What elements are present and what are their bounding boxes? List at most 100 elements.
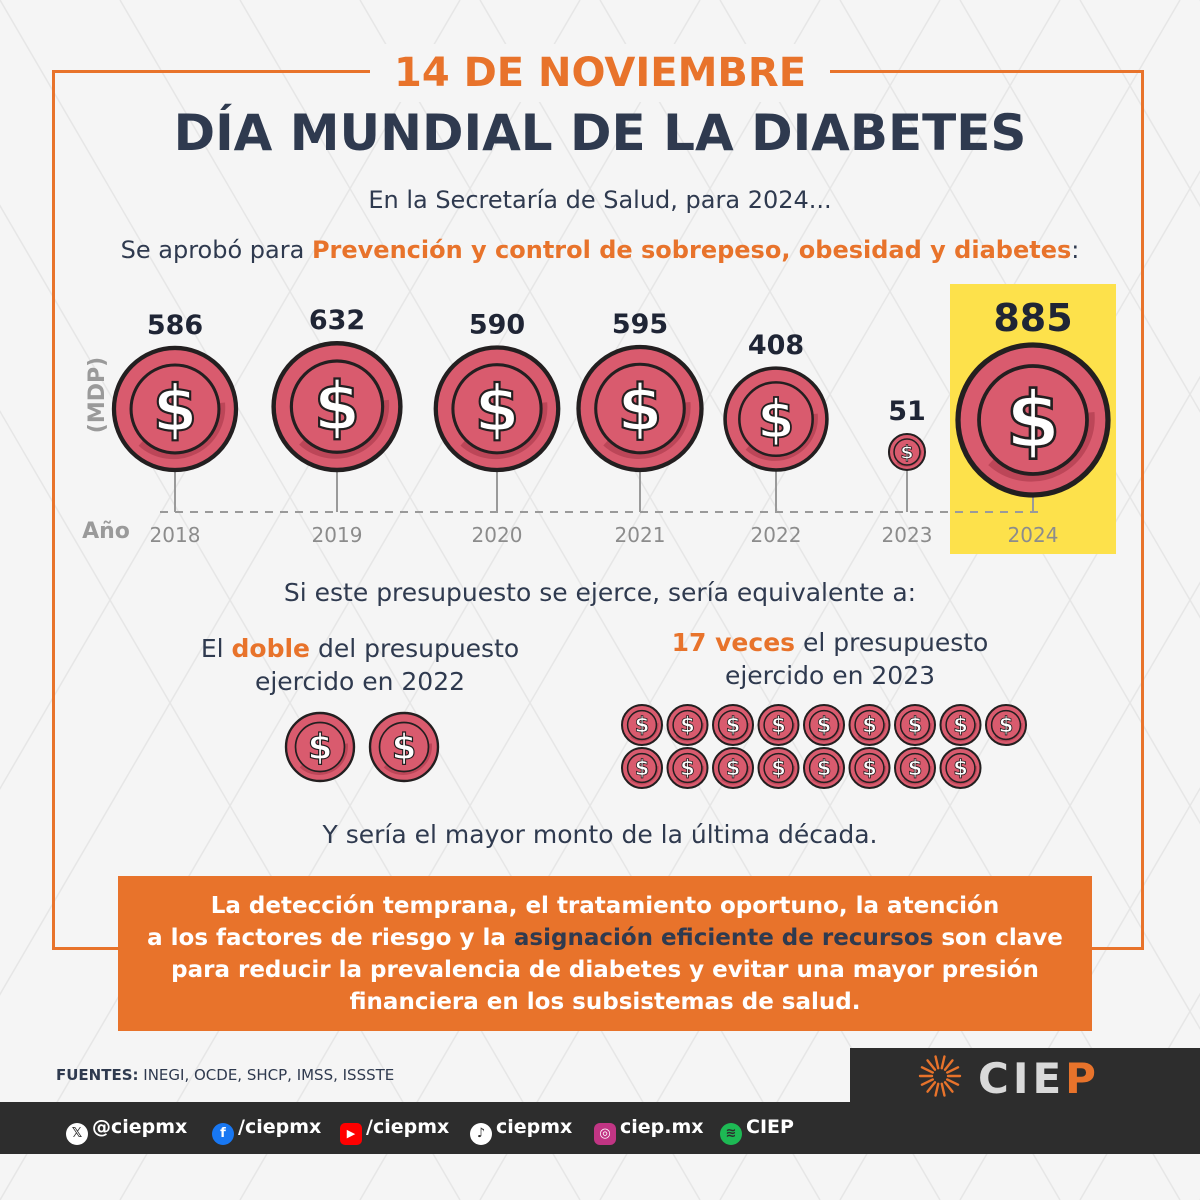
x-icon: 𝕏 [66, 1123, 88, 1145]
callout-line-2: a los factores de riesgo y la asignación… [118, 922, 1092, 954]
coin-2020: $ [433, 345, 561, 473]
equivalence-right-post: el presupuesto [795, 628, 989, 657]
equiv-right-coin: $ [939, 747, 982, 789]
equiv-right-coin: $ [712, 747, 754, 789]
instagram-icon: ◎ [594, 1123, 616, 1145]
social-x[interactable]: 𝕏 @ciepmx [66, 1116, 187, 1145]
coin-2018: $ [111, 345, 239, 473]
equivalence-left-pre: El [200, 634, 232, 663]
intro-line-2: Se aprobó para Prevención y control de s… [0, 236, 1200, 264]
x-axis-label: Año [82, 519, 130, 544]
spotify-icon: ≋ [720, 1123, 742, 1145]
svg-text:$: $ [817, 756, 832, 780]
svg-text:$: $ [392, 727, 417, 768]
coin-2019: $ [271, 341, 403, 473]
category-label-2020: 2020 [472, 523, 523, 547]
equiv-right-coin: $ [757, 704, 800, 746]
svg-text:$: $ [908, 756, 923, 780]
social-youtube-handle: /ciepmx [366, 1116, 450, 1138]
logo-text-accent: P [1065, 1054, 1100, 1103]
svg-text:$: $ [308, 727, 333, 768]
svg-text:$: $ [862, 713, 877, 737]
social-facebook-handle: /ciepmx [238, 1116, 322, 1138]
equivalence-right-highlight: 17 veces [671, 628, 796, 657]
equivalence-left: El doble del presupuesto ejercido en 202… [180, 632, 540, 698]
intro-line-1: En la Secretaría de Salud, para 2024... [368, 186, 832, 214]
equiv-right-coin: $ [848, 704, 891, 746]
date-label: 14 DE NOVIEMBRE [370, 44, 830, 102]
sources-text: INEGI, OCDE, SHCP, IMSS, ISSSTE [138, 1066, 395, 1084]
value-label-2022: 408 [748, 330, 804, 361]
svg-text:$: $ [635, 756, 650, 780]
callout-line-4: financiera en los subsistemas de salud. [349, 989, 861, 1015]
svg-text:$: $ [680, 756, 695, 780]
svg-text:$: $ [475, 372, 520, 447]
equiv-right-coin: $ [666, 747, 709, 789]
svg-text:$: $ [953, 713, 968, 737]
equiv-right-coin: $ [621, 747, 663, 789]
svg-text:$: $ [900, 441, 913, 463]
social-instagram[interactable]: ◎ ciep.mx [594, 1116, 704, 1145]
category-label-2024: 2024 [1008, 523, 1059, 547]
equiv-right-coin: $ [666, 704, 709, 746]
social-facebook[interactable]: f/ciepmx [212, 1116, 321, 1145]
sources-label: FUENTES: [56, 1066, 139, 1084]
svg-text:$: $ [726, 713, 741, 737]
equiv-left-coin: $ [368, 711, 440, 783]
svg-text:$: $ [726, 756, 741, 780]
coin-2022: $ [723, 366, 829, 472]
intro-line-2-pre: Se aprobó para [120, 236, 312, 264]
equiv-right-coin: $ [939, 704, 982, 746]
value-label-2023: 51 [888, 396, 926, 427]
social-tiktok[interactable]: ♪ ciepmx [470, 1116, 572, 1145]
equiv-right-coin: $ [894, 704, 936, 746]
equivalence-title: Si este presupuesto se ejerce, sería equ… [283, 578, 917, 607]
logo-bar [850, 1048, 1200, 1102]
page-title: DÍA MUNDIAL DE LA DIABETES [173, 104, 1027, 162]
facebook-icon: f [212, 1123, 234, 1145]
tiktok-icon: ♪ [470, 1123, 492, 1145]
callout-box: La detección temprana, el tratamiento op… [118, 876, 1092, 1031]
equiv-right-coin: $ [985, 704, 1027, 746]
svg-text:$: $ [999, 713, 1014, 737]
svg-text:$: $ [908, 713, 923, 737]
callout-line-2-highlight: asignación eficiente de recursos [513, 925, 934, 951]
svg-text:$: $ [757, 387, 794, 450]
svg-text:$: $ [153, 373, 198, 447]
equiv-right-coin: $ [712, 704, 754, 746]
intro-line-2-post: : [1071, 236, 1080, 264]
equivalence-left-line-2: ejercido en 2022 [254, 667, 466, 696]
category-label-2018: 2018 [150, 523, 201, 547]
equivalence-left-post: del presupuesto [310, 634, 520, 663]
value-label-2018: 586 [147, 310, 203, 341]
svg-text:$: $ [618, 372, 663, 447]
equivalence-left-highlight: doble [231, 634, 311, 663]
equiv-right-coin: $ [621, 704, 663, 746]
callout-line-3: para reducir la prevalencia de diabetes … [171, 957, 1039, 983]
closing-text: Y sería el mayor monto de la última déca… [322, 820, 878, 849]
social-youtube[interactable]: ▶/ciepmx [340, 1116, 449, 1145]
equiv-right-coin: $ [894, 747, 936, 789]
value-label-2021: 595 [612, 309, 668, 340]
social-x-handle: @ciepmx [92, 1116, 188, 1138]
ciep-logo[interactable]: CIEP [978, 1054, 1100, 1103]
svg-text:$: $ [862, 756, 877, 780]
equivalence-left-line-1: El doble del presupuesto [180, 632, 540, 665]
equivalence-right-line-1: 17 veces el presupuesto [620, 626, 1040, 659]
equiv-left-coin: $ [284, 711, 356, 783]
category-label-2019: 2019 [312, 523, 363, 547]
social-spotify[interactable]: ≋ CIEP [720, 1116, 794, 1145]
social-instagram-handle: ciep.mx [620, 1116, 704, 1138]
logo-text-main: CIE [978, 1054, 1066, 1103]
callout-line-2-pre: a los factores de riesgo y la [147, 925, 514, 951]
equivalence-right-line-2: ejercido en 2023 [724, 661, 936, 690]
category-label-2021: 2021 [615, 523, 666, 547]
equiv-right-coin: $ [757, 747, 800, 789]
svg-text:$: $ [953, 756, 968, 780]
coin-2024: $ [955, 342, 1111, 498]
svg-text:$: $ [1006, 374, 1061, 466]
callout-line-1: La detección temprana, el tratamiento op… [210, 893, 1000, 919]
social-footer: 𝕏 @ciepmx f/ciepmx ▶/ciepmx ♪ ciepmx ◎ ciep… [0, 1102, 1200, 1154]
equiv-right-coin: $ [803, 704, 845, 746]
